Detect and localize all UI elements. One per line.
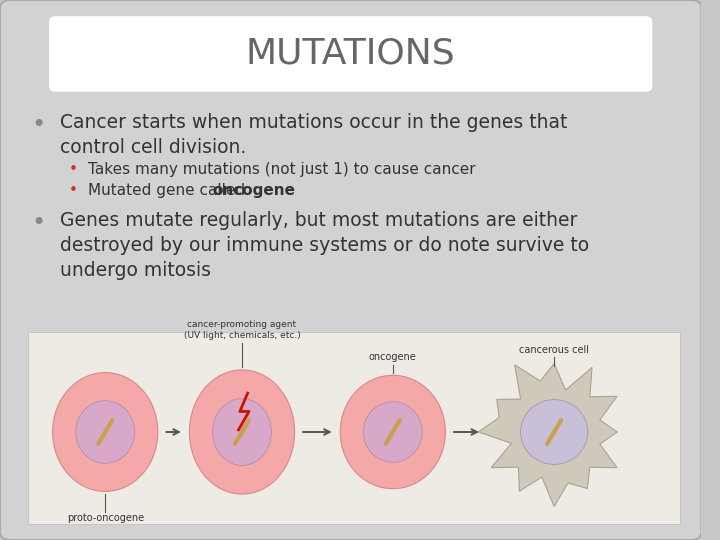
FancyBboxPatch shape [49, 16, 652, 92]
FancyBboxPatch shape [0, 0, 701, 540]
Text: Mutated gene called: Mutated gene called [88, 183, 250, 198]
Text: Cancer starts when mutations occur in the genes that
control cell division.: Cancer starts when mutations occur in th… [60, 113, 567, 157]
Text: •: • [32, 113, 45, 137]
Polygon shape [478, 364, 617, 507]
Ellipse shape [76, 401, 135, 463]
FancyBboxPatch shape [28, 332, 680, 524]
Text: •: • [69, 162, 78, 177]
Text: •: • [32, 211, 45, 234]
Text: MUTATIONS: MUTATIONS [246, 37, 456, 71]
Text: •: • [69, 183, 78, 198]
Text: Takes many mutations (not just 1) to cause cancer: Takes many mutations (not just 1) to cau… [88, 162, 475, 177]
Ellipse shape [364, 402, 422, 462]
Text: Genes mutate regularly, but most mutations are either
destroyed by our immune sy: Genes mutate regularly, but most mutatio… [60, 211, 589, 280]
Ellipse shape [189, 370, 294, 494]
Text: oncogene: oncogene [369, 352, 417, 362]
Text: oncogene: oncogene [212, 183, 295, 198]
Ellipse shape [521, 400, 588, 464]
Text: proto-oncogene: proto-oncogene [67, 513, 144, 523]
Text: cancer-promoting agent
(UV light, chemicals, etc.): cancer-promoting agent (UV light, chemic… [184, 320, 300, 340]
Text: cancerous cell: cancerous cell [519, 345, 589, 355]
Ellipse shape [53, 373, 158, 491]
Ellipse shape [212, 399, 271, 465]
Ellipse shape [341, 375, 446, 489]
